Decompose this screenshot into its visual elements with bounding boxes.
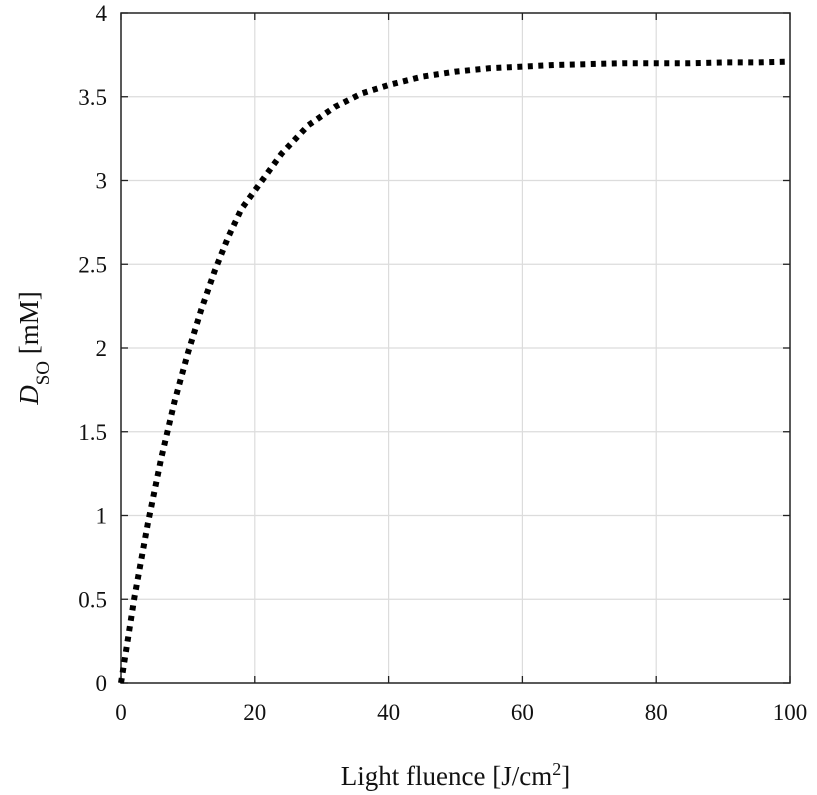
grid-lines [121, 13, 790, 683]
x-tick-label: 80 [645, 700, 668, 725]
x-axis-title-main: Light fluence [J/cm [341, 761, 552, 791]
y-axis-title-suffix: [mM] [14, 291, 44, 361]
x-tick-label: 40 [377, 700, 400, 725]
x-axis-title-suffix: ] [561, 761, 570, 791]
x-tick-label: 100 [773, 700, 808, 725]
y-tick-label: 1 [96, 504, 108, 529]
x-tick-label: 0 [115, 700, 127, 725]
y-tick-label: 2.5 [78, 252, 107, 277]
y-tick-label: 3.5 [78, 85, 107, 110]
y-axis-title: DSO [mM] [14, 291, 54, 406]
y-tick-label: 0.5 [78, 587, 107, 612]
y-tick-label: 0 [96, 671, 108, 696]
y-tick-label: 3 [96, 169, 108, 194]
series-layer [118, 58, 791, 684]
x-axis-title-superscript: 2 [552, 759, 561, 779]
y-axis-title-main: D [14, 385, 44, 406]
series-line [118, 58, 791, 684]
y-tick-label: 1.5 [78, 420, 107, 445]
x-tick-label: 60 [511, 700, 534, 725]
y-tick-label: 4 [96, 1, 108, 26]
y-axis-title-subscript: SO [33, 361, 54, 385]
y-tick-label: 2 [96, 336, 108, 361]
x-axis-title: Light fluence [J/cm2] [341, 759, 570, 791]
y-tick-labels: 0 0.5 1 1.5 2 2.5 3 3.5 4 [78, 1, 107, 696]
x-tick-label: 20 [243, 700, 266, 725]
x-tick-labels: 0 20 40 60 80 100 [115, 700, 807, 725]
